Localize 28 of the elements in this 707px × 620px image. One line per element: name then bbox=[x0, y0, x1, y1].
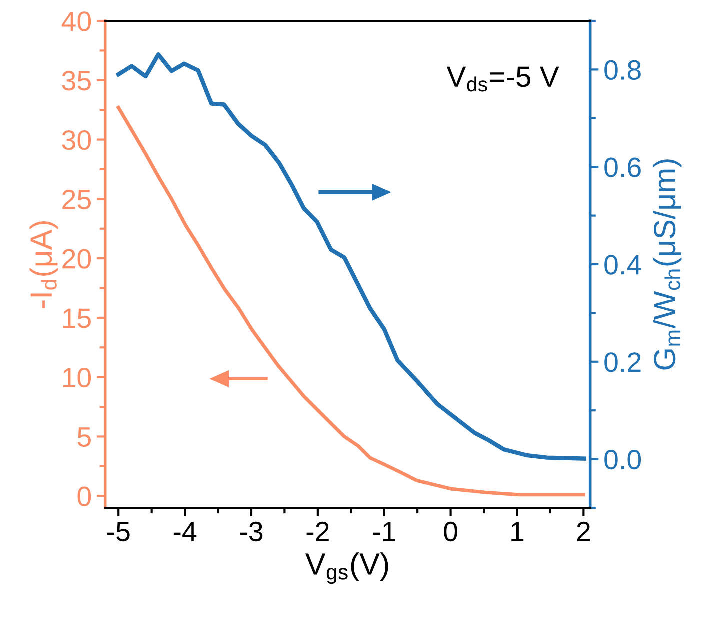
x-tick-label: 1 bbox=[512, 522, 524, 542]
y-tick-label: 30 bbox=[62, 130, 92, 150]
y-tick-label: 25 bbox=[62, 190, 91, 210]
y-tick-label: 40 bbox=[62, 12, 92, 32]
y2-tick-label: 0.4 bbox=[604, 255, 642, 275]
x-axis-title: V$_{gs}$(V) bbox=[305, 552, 388, 584]
x-tick-label: -3 bbox=[240, 522, 263, 542]
line-series bbox=[116, 52, 586, 461]
line-series bbox=[116, 106, 586, 497]
y-axis-title: -I$_{d}$(μA) bbox=[30, 221, 58, 308]
y2-axis-title: G$_{m}$/W$_{ch}$(μS/μm) bbox=[653, 160, 682, 370]
annotation: V$_{ds}$=-5 V bbox=[446, 66, 560, 92]
x-tick-label: -1 bbox=[373, 522, 396, 542]
x-tick-label: 2 bbox=[577, 522, 590, 542]
y2-tick-label: 0.2 bbox=[604, 352, 641, 372]
x-tick-label: -5 bbox=[107, 522, 130, 542]
y-tick-label: 5 bbox=[78, 428, 91, 448]
x-tick-label: -4 bbox=[174, 522, 197, 542]
y2-tick-label: 0.0 bbox=[604, 450, 642, 470]
y-tick-label: 0 bbox=[78, 486, 92, 506]
x-tick-label: 0 bbox=[444, 522, 458, 542]
y-tick-label: 20 bbox=[62, 249, 92, 269]
y-tick-label: 35 bbox=[62, 71, 91, 91]
y2-tick-label: 0.8 bbox=[604, 60, 641, 80]
x-tick-label: -2 bbox=[306, 522, 329, 542]
y2-tick-label: 0.6 bbox=[604, 158, 641, 178]
y-tick-label: 15 bbox=[63, 308, 91, 328]
y-tick-label: 10 bbox=[63, 368, 92, 388]
